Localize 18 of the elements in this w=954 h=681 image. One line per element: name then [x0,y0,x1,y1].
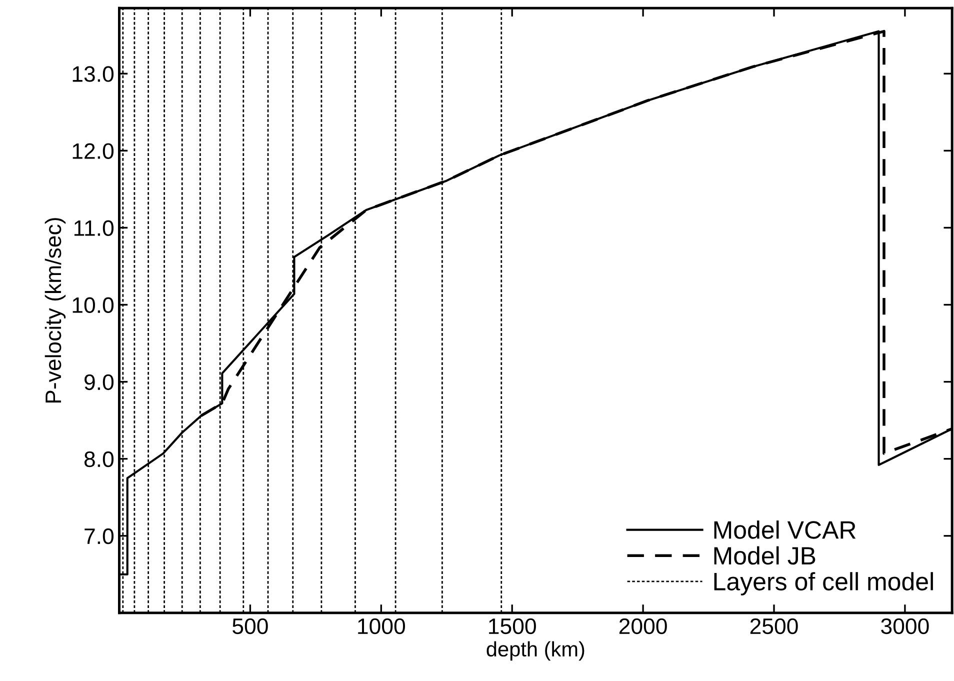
legend-label: Layers of cell model [714,572,933,596]
x-tick-label: 1000 [358,618,405,634]
y-tick-label: 8.0 [84,451,114,468]
x-tick-label: 2500 [750,618,798,634]
y-tick-label: 11.0 [74,220,114,236]
legend-label: Model VCAR [714,520,856,539]
x-axis-title: depth (km) [486,641,584,661]
y-tick-label: 12.0 [72,143,114,159]
x-tick-label: 500 [232,618,268,634]
legend-label: Model JB [714,546,816,565]
y-tick-label: 13.0 [72,66,114,82]
y-tick-label: 7.0 [84,528,114,544]
y-tick-label: 9.0 [84,374,114,390]
y-axis-title: P-velocity (km/sec) [44,218,66,403]
x-tick-label: 3000 [881,618,929,634]
x-tick-label: 2000 [619,618,667,634]
y-tick-label: 10.0 [72,297,114,314]
x-tick-label: 1500 [489,618,536,634]
